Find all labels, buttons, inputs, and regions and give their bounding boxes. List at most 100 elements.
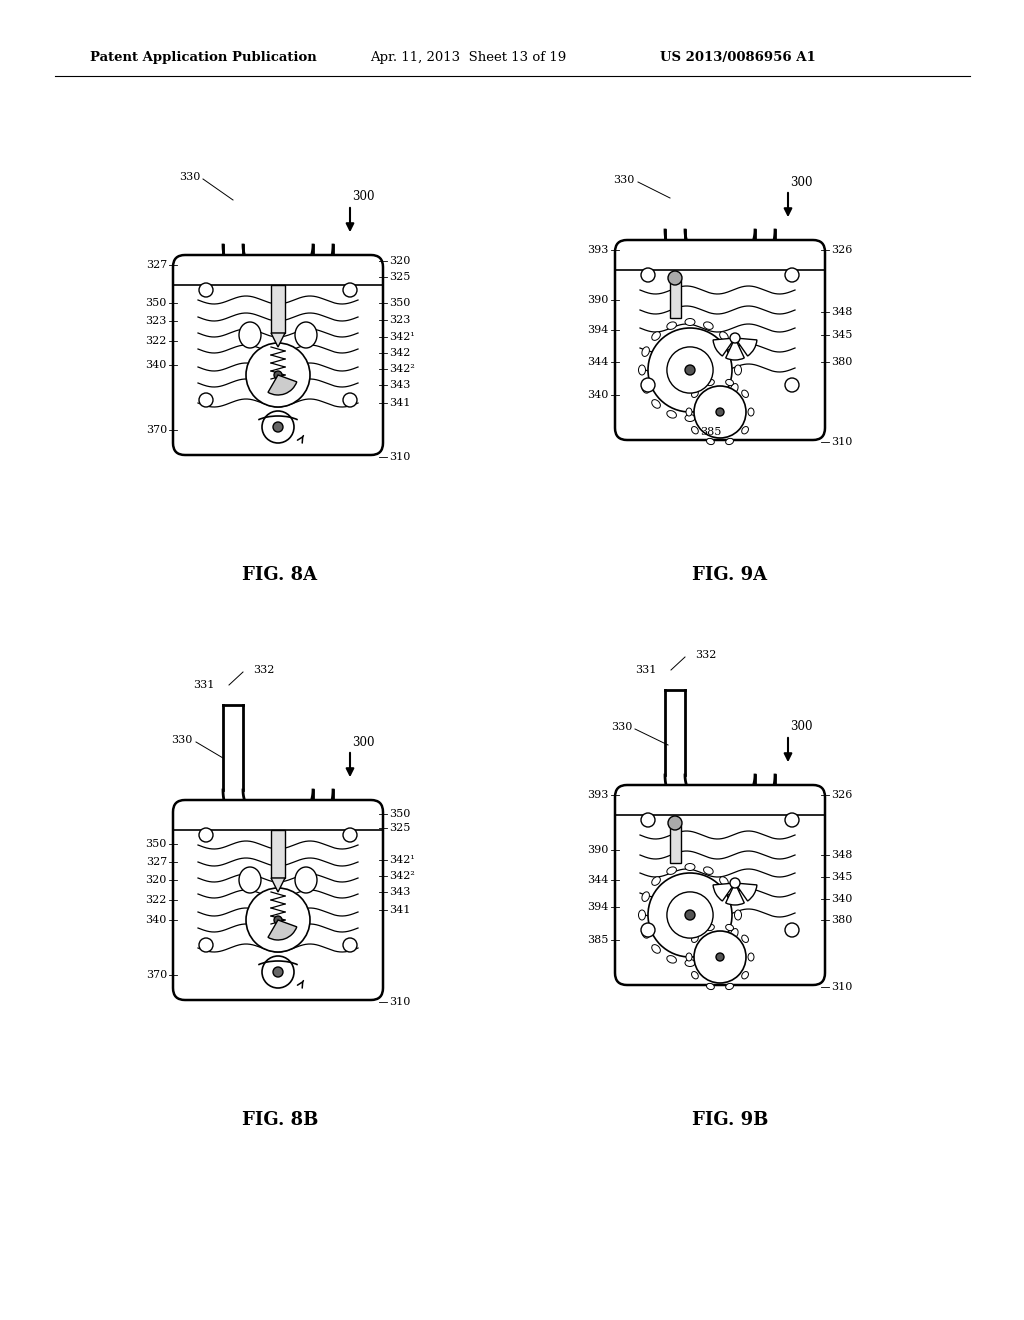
Text: 342: 342 xyxy=(389,348,411,358)
Text: 341: 341 xyxy=(389,906,411,915)
Ellipse shape xyxy=(741,426,749,434)
Ellipse shape xyxy=(741,972,749,979)
Ellipse shape xyxy=(686,953,692,961)
Text: 350: 350 xyxy=(389,809,411,818)
Ellipse shape xyxy=(642,347,649,356)
Text: 390: 390 xyxy=(588,845,609,855)
Ellipse shape xyxy=(295,322,317,348)
Circle shape xyxy=(641,378,655,392)
Ellipse shape xyxy=(686,408,692,416)
Text: 370: 370 xyxy=(145,425,167,436)
Text: 343: 343 xyxy=(389,380,411,389)
Circle shape xyxy=(262,411,294,444)
Circle shape xyxy=(694,931,746,983)
Text: 350: 350 xyxy=(389,298,411,308)
Text: 394: 394 xyxy=(588,325,609,335)
Circle shape xyxy=(199,282,213,297)
Wedge shape xyxy=(713,883,735,902)
FancyBboxPatch shape xyxy=(615,240,825,440)
Circle shape xyxy=(685,909,695,920)
Text: 327: 327 xyxy=(145,260,167,271)
Circle shape xyxy=(246,888,310,952)
Circle shape xyxy=(273,968,283,977)
Ellipse shape xyxy=(685,863,695,870)
Text: 342¹: 342¹ xyxy=(389,855,415,865)
Text: 332: 332 xyxy=(253,665,274,675)
Text: 323: 323 xyxy=(145,315,167,326)
Text: Patent Application Publication: Patent Application Publication xyxy=(90,51,316,65)
Text: FIG. 9B: FIG. 9B xyxy=(692,1111,768,1129)
Wedge shape xyxy=(735,883,757,902)
Text: 325: 325 xyxy=(389,822,411,833)
Ellipse shape xyxy=(748,953,754,961)
Circle shape xyxy=(648,327,732,412)
Text: 326: 326 xyxy=(831,246,852,255)
Bar xyxy=(271,830,285,878)
Text: US 2013/0086956 A1: US 2013/0086956 A1 xyxy=(660,51,816,65)
Text: 348: 348 xyxy=(831,308,852,317)
Text: 330: 330 xyxy=(610,722,632,733)
Ellipse shape xyxy=(703,411,713,418)
Wedge shape xyxy=(713,338,735,356)
Ellipse shape xyxy=(651,945,660,953)
Text: 320: 320 xyxy=(145,875,167,884)
Ellipse shape xyxy=(691,426,698,434)
Polygon shape xyxy=(271,878,285,892)
Bar xyxy=(670,280,681,318)
Circle shape xyxy=(343,282,357,297)
Circle shape xyxy=(785,378,799,392)
Text: 385: 385 xyxy=(588,935,609,945)
Text: 370: 370 xyxy=(145,970,167,979)
Text: 380: 380 xyxy=(831,915,852,925)
Circle shape xyxy=(262,956,294,987)
Wedge shape xyxy=(726,883,744,906)
Circle shape xyxy=(716,953,724,961)
Ellipse shape xyxy=(707,983,715,990)
Text: 380: 380 xyxy=(831,356,852,367)
Ellipse shape xyxy=(726,924,733,931)
Text: 322: 322 xyxy=(145,337,167,346)
Text: 330: 330 xyxy=(178,172,200,182)
Circle shape xyxy=(785,268,799,282)
Ellipse shape xyxy=(726,438,733,445)
Text: 330: 330 xyxy=(172,735,193,744)
Ellipse shape xyxy=(667,867,677,874)
Ellipse shape xyxy=(730,892,738,902)
Circle shape xyxy=(246,343,310,407)
Circle shape xyxy=(273,422,283,432)
Circle shape xyxy=(199,828,213,842)
Ellipse shape xyxy=(239,322,261,348)
Ellipse shape xyxy=(720,945,728,953)
Text: FIG. 8B: FIG. 8B xyxy=(242,1111,318,1129)
Ellipse shape xyxy=(741,935,749,942)
Text: FIG. 8A: FIG. 8A xyxy=(243,566,317,583)
FancyBboxPatch shape xyxy=(615,785,825,985)
Ellipse shape xyxy=(642,928,649,939)
Text: 393: 393 xyxy=(588,789,609,800)
Circle shape xyxy=(668,271,682,285)
Ellipse shape xyxy=(691,391,698,397)
Circle shape xyxy=(730,333,740,343)
Text: 390: 390 xyxy=(588,294,609,305)
Bar xyxy=(670,825,681,863)
Ellipse shape xyxy=(726,983,733,990)
Text: 310: 310 xyxy=(831,437,852,447)
Ellipse shape xyxy=(691,972,698,979)
Text: 385: 385 xyxy=(700,426,721,437)
Text: 340: 340 xyxy=(831,894,852,904)
Text: 322: 322 xyxy=(145,895,167,906)
Ellipse shape xyxy=(720,400,728,408)
Text: 331: 331 xyxy=(194,680,215,690)
Ellipse shape xyxy=(685,414,695,421)
Ellipse shape xyxy=(639,366,645,375)
Ellipse shape xyxy=(707,379,715,385)
Text: 350: 350 xyxy=(145,298,167,308)
Ellipse shape xyxy=(730,928,738,939)
Text: 394: 394 xyxy=(588,902,609,912)
Text: 342²: 342² xyxy=(389,364,415,374)
Ellipse shape xyxy=(685,318,695,326)
Text: 323: 323 xyxy=(389,315,411,325)
Circle shape xyxy=(274,916,282,924)
Ellipse shape xyxy=(707,438,715,445)
Text: 300: 300 xyxy=(790,176,812,189)
